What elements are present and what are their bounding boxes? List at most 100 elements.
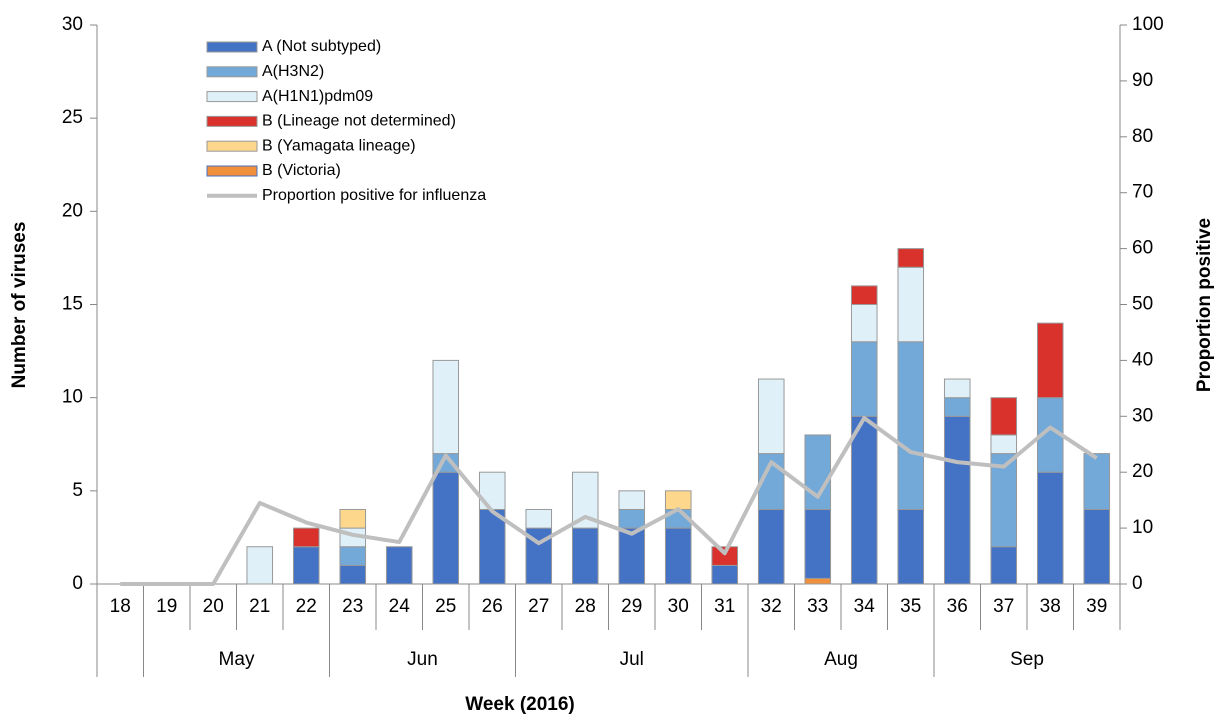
legend-label: A(H3N2) — [262, 63, 324, 80]
x-tick-label: 36 — [947, 596, 968, 617]
bar-segment — [339, 546, 367, 566]
bar-segment — [850, 341, 878, 417]
x-tick-label: 30 — [668, 596, 689, 617]
y-tick-label: 0 — [72, 573, 83, 594]
bar-segment — [897, 508, 925, 585]
bar-segment — [525, 508, 553, 529]
y-tick-label: 10 — [62, 387, 83, 408]
y-tick-label: 25 — [62, 107, 83, 128]
bar-segment — [757, 508, 785, 585]
y2-tick-label: 20 — [1132, 461, 1153, 482]
bar-segment — [246, 546, 274, 585]
y-tick-label: 15 — [62, 294, 83, 315]
y2-tick-label: 100 — [1132, 14, 1164, 35]
bar-segment — [943, 415, 971, 585]
legend-label: A(H1N1)pdm09 — [262, 88, 373, 105]
y2-axis-label: Proportion positive — [1194, 218, 1215, 392]
y2-tick-label: 0 — [1132, 573, 1143, 594]
x-axis-label: Week (2016) — [465, 694, 575, 715]
x-tick-label: 35 — [900, 596, 921, 617]
group-label: Aug — [824, 649, 858, 670]
y2-tick-label: 80 — [1132, 126, 1153, 147]
bar-segment — [664, 490, 692, 510]
x-tick-label: 22 — [296, 596, 317, 617]
legend-label: B (Yamagata lineage) — [262, 137, 416, 154]
bar-segment — [1083, 453, 1111, 510]
bar-segment — [1036, 471, 1064, 585]
bar-segment — [850, 304, 878, 343]
bar-segment — [339, 508, 367, 529]
legend-swatch — [206, 140, 258, 152]
bar-segment — [292, 527, 320, 548]
bar-segment — [292, 546, 320, 585]
legend-swatch — [206, 41, 258, 53]
bar-segment — [478, 471, 506, 510]
bar-segment — [385, 546, 413, 585]
x-tick-label: 24 — [389, 596, 411, 617]
y2-tick-label: 30 — [1132, 405, 1153, 426]
x-tick-label: 34 — [854, 596, 876, 617]
bar-segment — [618, 490, 646, 510]
x-tick-label: 28 — [575, 596, 596, 617]
x-tick-label: 32 — [761, 596, 782, 617]
y-tick-label: 20 — [62, 200, 83, 221]
group-label: Jul — [620, 649, 644, 670]
line-series — [120, 415, 1098, 586]
y2-tick-label: 60 — [1132, 238, 1153, 259]
bar-segment — [850, 415, 878, 585]
legend-label: B (Victoria) — [262, 162, 341, 179]
bar-segment — [897, 266, 925, 343]
legend-swatch — [206, 66, 258, 78]
x-tick-label: 29 — [621, 596, 642, 617]
y2-tick-label: 10 — [1132, 517, 1153, 538]
bar-segment — [711, 546, 739, 566]
bar-segment — [990, 434, 1018, 455]
bar-segment — [850, 285, 878, 306]
legend-label: B (Lineage not determined) — [262, 113, 456, 130]
x-tick-label: 26 — [482, 596, 503, 617]
bar-segment — [897, 341, 925, 510]
x-tick-label: 33 — [807, 596, 828, 617]
bar-segment — [711, 564, 739, 585]
bar-segment — [1036, 322, 1064, 399]
x-tick-label: 39 — [1086, 596, 1107, 617]
bar-segment — [664, 527, 692, 585]
bar-segment — [804, 577, 832, 585]
x-tick-label: 38 — [1040, 596, 1061, 617]
x-tick-label: 25 — [435, 596, 456, 617]
bar-segment — [339, 564, 367, 585]
x-tick-label: 37 — [993, 596, 1014, 617]
group-label: May — [219, 649, 255, 670]
group-label: Sep — [1010, 649, 1044, 670]
y-axis-label: Number of viruses — [9, 222, 30, 389]
bar-segment — [897, 248, 925, 268]
bar-segment — [757, 378, 785, 455]
y2-tick-label: 70 — [1132, 182, 1153, 203]
bar-segment — [432, 359, 460, 455]
bar-segment — [432, 471, 460, 585]
bar-segment — [1083, 508, 1111, 585]
legend-label: Proportion positive for influenza — [262, 187, 486, 204]
x-tick-label: 18 — [110, 596, 131, 617]
y2-tick-label: 40 — [1132, 349, 1153, 370]
y2-tick-label: 90 — [1132, 70, 1153, 91]
bar-segment — [571, 527, 599, 585]
legend-label: A (Not subtyped) — [262, 38, 381, 55]
x-tick-label: 23 — [342, 596, 363, 617]
bar-segment — [618, 508, 646, 529]
group-label: Jun — [407, 649, 438, 670]
bar-segment — [943, 397, 971, 417]
legend-swatch — [206, 115, 258, 127]
bar-segment — [990, 546, 1018, 585]
y-tick-label: 30 — [62, 14, 83, 35]
legend-swatch — [206, 91, 258, 103]
x-tick-label: 27 — [528, 596, 549, 617]
x-tick-label: 31 — [714, 596, 735, 617]
bar-segment — [990, 397, 1018, 436]
bar-segment — [804, 508, 832, 579]
x-tick-label: 21 — [249, 596, 270, 617]
bar-segment — [943, 378, 971, 399]
bar-segment — [618, 527, 646, 585]
y-tick-label: 5 — [72, 480, 83, 501]
